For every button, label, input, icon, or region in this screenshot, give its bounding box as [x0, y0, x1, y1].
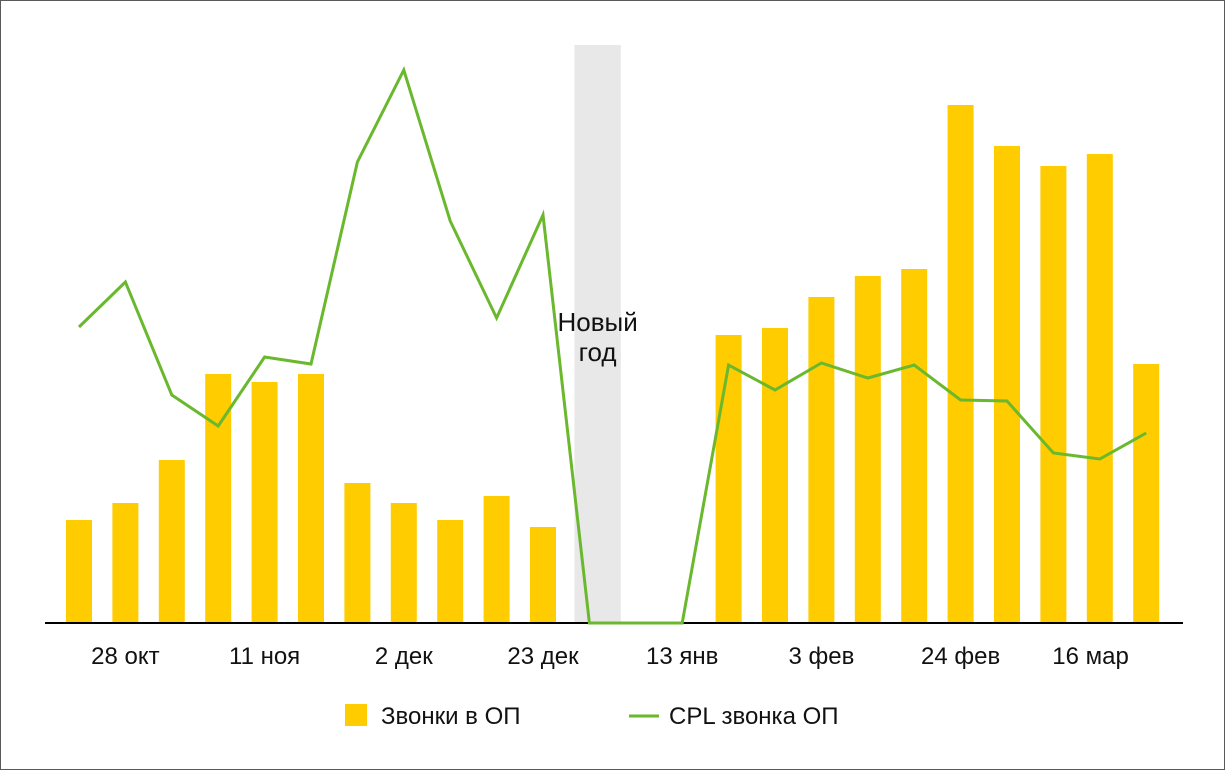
x-tick-label: 11 ноя: [229, 643, 300, 670]
calls-bar: [715, 335, 742, 623]
calls-bar: [530, 527, 556, 623]
calls-bar: [854, 276, 881, 623]
calls-bar: [1040, 166, 1067, 623]
calls-bar: [947, 105, 974, 623]
calls-bar: [298, 374, 324, 623]
calls-bar: [762, 328, 788, 623]
calls-bar: [66, 520, 92, 623]
x-tick-label: 16 мар: [1052, 643, 1129, 670]
calls-bar: [251, 382, 278, 623]
calls-bars: [66, 105, 1160, 623]
cpl-line: [77, 65, 1147, 625]
calls-bar: [483, 496, 510, 623]
calls-bar: [1133, 364, 1160, 623]
x-tick-label: 23 дек: [507, 643, 579, 670]
calls-bar: [808, 297, 835, 623]
x-tick-labels: 28 окт 11 ноя 2 дек 23 дек 13 янв 3 фев 24 фев…: [91, 643, 1129, 670]
x-tick-label: 2 дек: [375, 643, 433, 670]
calls-bar: [1086, 154, 1113, 623]
x-tick-label: 28 окт: [91, 643, 159, 670]
calls-bar: [344, 483, 371, 623]
x-tick-label: 24 фев: [921, 643, 1000, 670]
new-year-label-line: Новый: [557, 307, 637, 337]
x-tick-label: 13 янв: [646, 643, 718, 670]
calls-bar: [901, 269, 928, 623]
calls-bar: [994, 146, 1020, 623]
calls-bar: [158, 460, 185, 623]
legend-calls-swatch: [345, 704, 367, 726]
calls-bar: [437, 520, 464, 623]
new-year-label-line: год: [579, 337, 617, 367]
calls-bar: [390, 503, 417, 623]
legend-calls-label: Звонки в ОП: [381, 703, 521, 730]
x-tick-label: 3 фев: [788, 643, 854, 670]
new-year-shade: [574, 45, 621, 623]
cpl-line-layer: [77, 65, 1147, 625]
legend: Звонки в ОП CPL звонка ОП: [345, 703, 839, 730]
legend-cpl-label: CPL звонка ОП: [669, 703, 839, 730]
calls-bar: [112, 503, 139, 623]
